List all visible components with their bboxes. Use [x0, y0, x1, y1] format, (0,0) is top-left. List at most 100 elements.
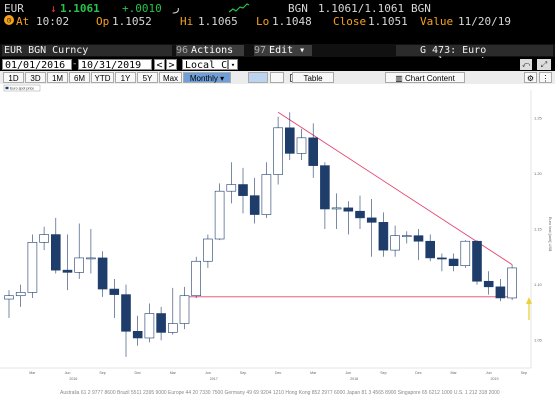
expand-icon[interactable]: ⤢	[537, 59, 551, 70]
period-ytd-button[interactable]: YTD	[91, 72, 114, 83]
candle	[86, 229, 96, 274]
candle-body-up	[191, 260, 201, 297]
candle	[191, 256, 201, 298]
more-button[interactable]: ⋮	[539, 72, 552, 83]
candle	[214, 183, 225, 241]
next-period-button[interactable]: >	[166, 59, 177, 71]
y-tick-label: 1.15	[534, 227, 543, 232]
currency-select[interactable]: Local CCY	[182, 59, 239, 71]
candle	[343, 201, 354, 235]
table-button[interactable]: Table	[292, 72, 334, 83]
period-max-button[interactable]: Max	[159, 72, 182, 83]
x-tick-label: Mar	[310, 371, 317, 375]
candle	[226, 162, 237, 204]
candle	[472, 240, 482, 285]
currency-dropdown-button[interactable]: ▾	[228, 59, 238, 70]
annotation-arrow-icon	[526, 297, 532, 320]
candle-body-down	[472, 240, 482, 282]
frequency-select[interactable]: Monthly ▾	[183, 72, 231, 83]
tilde-icon: ر	[173, 1, 180, 14]
security-field[interactable]: EUR BGN Curncy	[2, 45, 172, 56]
candle	[4, 290, 14, 318]
candle	[366, 198, 377, 257]
y-tick-label: 1.25	[534, 115, 543, 120]
end-date-field[interactable]: 10/31/2019	[78, 59, 152, 71]
clock-icon: ◷	[4, 15, 14, 25]
candle-body-down	[355, 210, 365, 219]
y-tick-label: 1.10	[534, 282, 543, 287]
footer: Australia 61 2 9777 8600 Brazil 5511 239…	[0, 386, 555, 400]
x-tick-label: Sep	[380, 371, 386, 375]
candle	[144, 303, 155, 343]
candle	[460, 240, 471, 268]
candle-body-up	[401, 235, 412, 237]
candle-body-up	[226, 184, 237, 192]
candle	[50, 217, 61, 274]
link-icon[interactable]: ⤺	[520, 59, 532, 70]
candle	[132, 315, 143, 346]
start-date-field[interactable]: 01/01/2016	[2, 59, 72, 71]
page-title: G 473: Euro replacement	[396, 45, 553, 67]
range-separator: -	[72, 59, 78, 69]
period-6m-button[interactable]: 6M	[69, 72, 90, 83]
chart-panel: Euro spot price 1.25 1.20 1.15 1.10 1.05 Mar…	[0, 84, 555, 386]
y-tick-label: 1.05	[534, 338, 543, 343]
period-1m-button[interactable]: 1M	[47, 72, 68, 83]
x-year-label: 2019	[491, 377, 499, 381]
period-3d-button[interactable]: 3D	[25, 72, 46, 83]
x-tick-label: Dec	[415, 371, 422, 375]
x-tick-label: Sep	[521, 371, 527, 375]
bid-ask: 1.1061/1.1061	[318, 2, 405, 15]
x-tick-label: Mar	[450, 371, 457, 375]
candle	[121, 284, 131, 357]
candle-body-up	[15, 292, 26, 297]
candle	[74, 223, 84, 280]
candle-body-down	[132, 331, 143, 339]
x-tick-label: Jun	[486, 371, 492, 375]
candle-body-down	[249, 195, 260, 215]
candle	[425, 234, 436, 262]
candle-body-up	[296, 137, 307, 154]
edit-menu-number: 97	[254, 45, 267, 56]
candle-body-up	[273, 127, 283, 175]
period-1d-button[interactable]: 1D	[3, 72, 24, 83]
candle-body-up	[39, 234, 49, 243]
edit-menu[interactable]: 97 Edit ▾	[254, 45, 312, 56]
period-5y-button[interactable]: 5Y	[137, 72, 158, 83]
period-1y-button[interactable]: 1Y	[115, 72, 136, 83]
candle	[331, 193, 342, 229]
candle-body-up	[4, 295, 14, 300]
chart-type-button[interactable]	[248, 72, 268, 83]
chart-content-button[interactable]: ▥ Chart Content	[385, 72, 465, 83]
chart-style-button[interactable]	[270, 72, 284, 83]
settings-button[interactable]: ⚙	[524, 72, 537, 83]
high-price: 1.1065	[198, 15, 238, 28]
candle	[62, 234, 73, 291]
y-tick-label: 1.20	[534, 171, 543, 176]
x-tick-label: Jun	[345, 371, 351, 375]
legend-label: Euro spot price	[10, 87, 34, 91]
candle	[168, 287, 178, 335]
candle	[39, 226, 49, 251]
candle-body-down	[437, 257, 447, 260]
candle-body-up	[86, 257, 96, 260]
prev-period-button[interactable]: <	[154, 59, 165, 71]
candle-body-down	[121, 294, 131, 332]
candle-body-up	[214, 190, 225, 240]
candle-body-up	[203, 238, 213, 262]
time: 10:02	[36, 15, 70, 28]
close-price: 1.1051	[368, 15, 408, 28]
x-tick-label: Sep	[240, 371, 246, 375]
candle-body-down	[109, 288, 120, 295]
candle-body-down	[378, 222, 389, 251]
candle-body-down	[284, 127, 295, 154]
candle	[401, 231, 412, 244]
candle-body-down	[343, 207, 354, 212]
candle-body-up	[27, 242, 38, 293]
candle	[109, 279, 120, 318]
price-change: +.0010	[122, 2, 162, 15]
ticker: EUR	[4, 2, 24, 15]
candle-body-down	[320, 165, 330, 210]
candle	[284, 112, 295, 161]
